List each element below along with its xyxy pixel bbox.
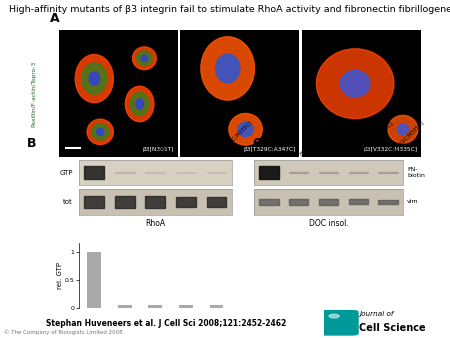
Text: Stephan Huveneers et al. J Cell Sci 2008;121:2452-2462: Stephan Huveneers et al. J Cell Sci 2008… [46, 319, 287, 329]
Ellipse shape [82, 63, 107, 94]
Bar [84, 166, 104, 179]
Ellipse shape [397, 124, 409, 135]
Bar [176, 172, 196, 173]
Ellipse shape [141, 55, 148, 62]
Bar [118, 305, 131, 308]
Bar [260, 166, 279, 179]
Text: β3[V332C;M335C]: β3[V332C;M335C] [216, 120, 254, 157]
Bar [179, 305, 193, 308]
Text: B: B [27, 137, 36, 150]
Ellipse shape [92, 124, 109, 140]
Y-axis label: rel. GTP: rel. GTP [58, 262, 63, 289]
Text: FN-
biotin: FN- biotin [407, 167, 425, 178]
Bar [319, 172, 338, 173]
Text: β1: β1 [269, 149, 277, 157]
Bar [84, 196, 104, 208]
Ellipse shape [132, 47, 156, 70]
Text: β3[N305T]: β3[N305T] [143, 147, 174, 152]
Ellipse shape [130, 92, 149, 116]
Text: © The Company of Biologists Limited 2008: © The Company of Biologists Limited 2008 [4, 329, 123, 335]
Ellipse shape [75, 54, 113, 103]
Ellipse shape [137, 51, 152, 66]
Ellipse shape [201, 37, 255, 100]
Text: Paxillin/F-actin/Topro-3: Paxillin/F-actin/Topro-3 [31, 61, 36, 127]
Bar [115, 196, 135, 208]
Text: RhoA: RhoA [145, 219, 165, 228]
Ellipse shape [388, 115, 418, 143]
Bar [87, 252, 101, 308]
Ellipse shape [97, 128, 104, 135]
Text: vim: vim [407, 199, 419, 204]
Bar [145, 196, 165, 208]
Bar [260, 199, 279, 205]
Bar [378, 199, 397, 204]
Bar [378, 172, 397, 173]
Ellipse shape [125, 86, 154, 122]
Ellipse shape [216, 54, 240, 83]
Text: tot: tot [63, 199, 72, 205]
Bar [176, 197, 196, 207]
Text: β3[T329C;A347C]: β3[T329C;A347C] [358, 121, 395, 157]
Ellipse shape [87, 119, 113, 145]
Bar [319, 199, 338, 204]
Text: GTP: GTP [59, 170, 72, 175]
Text: β3[N305T]: β3[N305T] [328, 134, 352, 157]
Text: β3[N305T]: β3[N305T] [155, 134, 179, 157]
Bar [289, 199, 308, 205]
Text: β3: β3 [299, 149, 307, 157]
Text: β1: β1 [94, 149, 102, 157]
Text: β3[V332C;M335C]: β3[V332C;M335C] [363, 147, 417, 152]
Text: High-affinity mutants of β3 integrin fail to stimulate RhoA activity and fibrone: High-affinity mutants of β3 integrin fai… [9, 5, 450, 14]
Bar [145, 172, 165, 173]
Bar [207, 172, 226, 173]
Bar [115, 172, 135, 173]
Text: Cell Science: Cell Science [359, 323, 426, 333]
Ellipse shape [229, 114, 262, 145]
Ellipse shape [329, 314, 339, 318]
Text: Journal of: Journal of [359, 311, 394, 317]
Ellipse shape [341, 70, 370, 97]
Bar [207, 197, 226, 207]
Ellipse shape [238, 122, 253, 137]
Bar [349, 199, 368, 204]
Ellipse shape [89, 72, 99, 85]
Ellipse shape [135, 99, 144, 109]
Text: β3: β3 [125, 149, 133, 157]
Bar [148, 305, 162, 308]
Text: β3[V332C;M335C]: β3[V332C;M335C] [388, 120, 425, 157]
Bar [349, 172, 368, 173]
Text: C: C [252, 137, 261, 150]
Ellipse shape [316, 49, 394, 119]
Bar [210, 305, 223, 308]
Text: β3[T329C;A347C]: β3[T329C;A347C] [186, 121, 222, 157]
Bar [289, 172, 308, 173]
Text: β3[T329C;A347C]: β3[T329C;A347C] [243, 147, 296, 152]
Text: A: A [50, 13, 59, 25]
Text: DOC insol.: DOC insol. [309, 219, 348, 228]
FancyBboxPatch shape [318, 311, 358, 335]
